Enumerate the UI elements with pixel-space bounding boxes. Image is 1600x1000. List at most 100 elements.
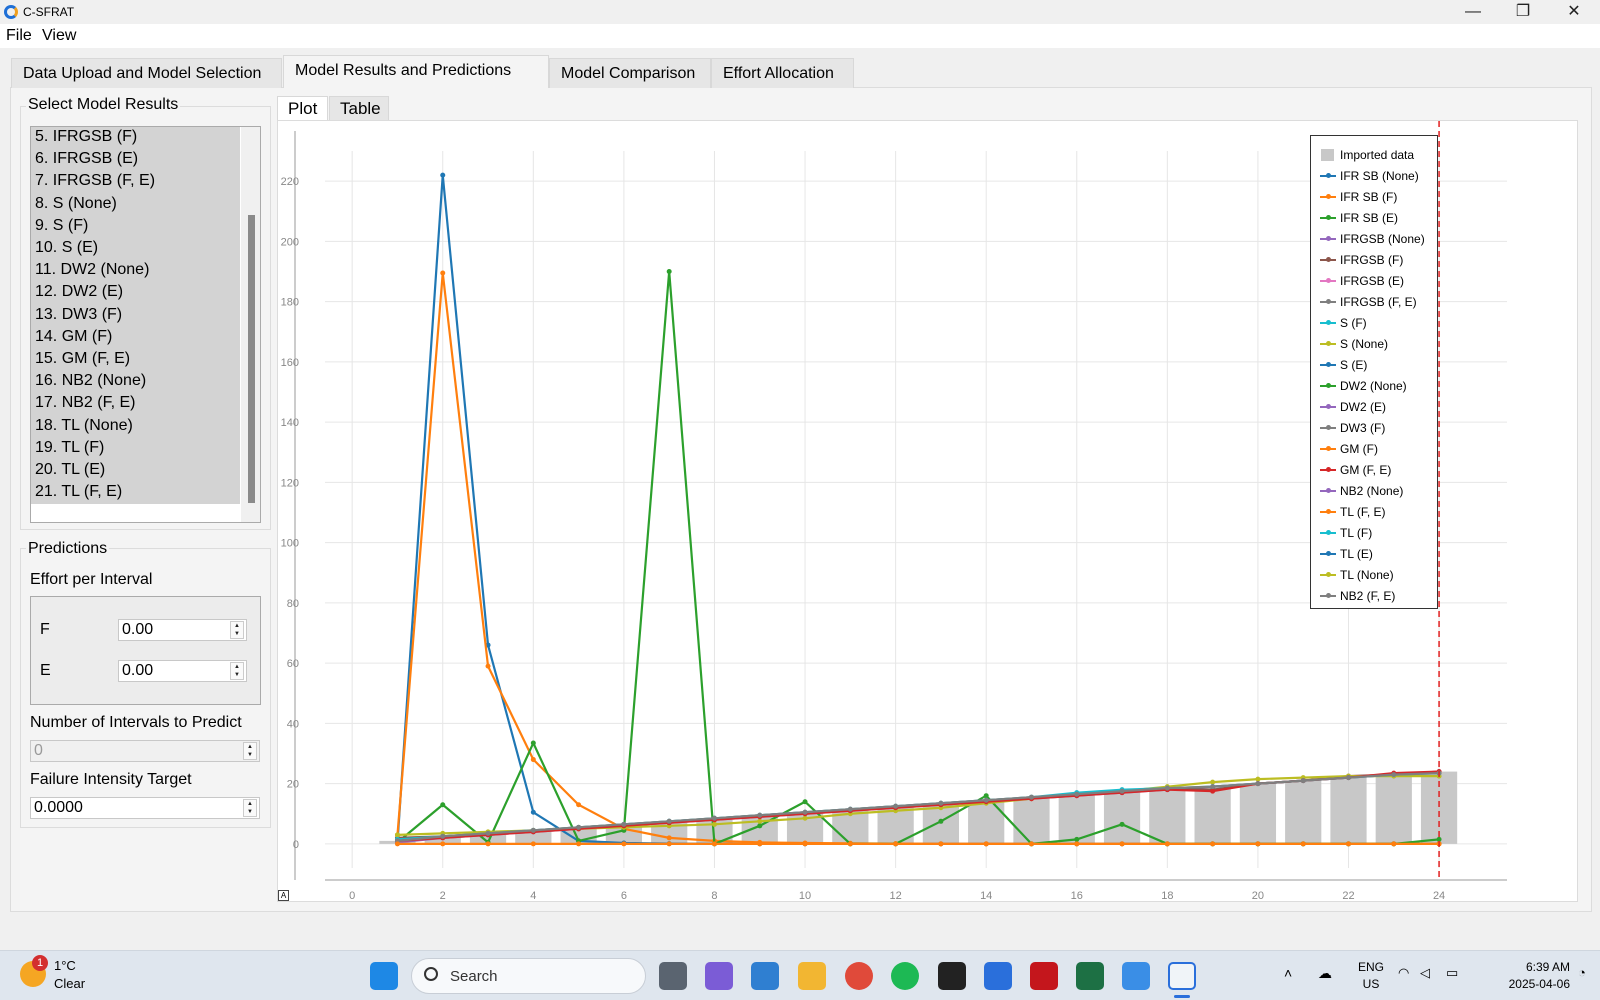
y-tick-label: 180 (281, 297, 299, 309)
file-explorer-icon[interactable] (798, 962, 826, 990)
menu-file[interactable]: File (6, 27, 32, 44)
model-list-item[interactable]: 6. IFRGSB (E) (35, 150, 139, 168)
series-point (1210, 779, 1216, 785)
model-list-item[interactable]: 13. DW3 (F) (35, 305, 123, 323)
model-list-item[interactable]: 7. IFRGSB (F, E) (35, 172, 156, 190)
tab-table[interactable]: Table (329, 96, 389, 120)
onedrive-icon[interactable]: ☁ (1318, 965, 1332, 981)
e-spin-arrows[interactable]: ▲ ▼ (230, 662, 244, 680)
scrollbar-thumb[interactable] (248, 215, 255, 503)
language-top[interactable]: ENG (1357, 960, 1384, 974)
legend-marker (1326, 572, 1331, 577)
chrome-icon[interactable] (845, 962, 873, 990)
tab-model-results[interactable]: Model Results and Predictions (283, 55, 549, 88)
task-view-icon[interactable] (659, 962, 687, 990)
auto-range-button[interactable]: A (278, 890, 289, 901)
model-list-scrollbar[interactable] (241, 127, 260, 522)
model-list[interactable]: 5. IFRGSB (F) 6. IFRGSB (E) 7. IFRGSB (F, … (30, 126, 261, 523)
series-point (938, 841, 944, 847)
f-spin-arrows[interactable]: ▲ ▼ (230, 621, 244, 639)
close-button[interactable]: ✕ (1567, 3, 1581, 20)
f-spinbox[interactable]: 0.00 ▲ ▼ (118, 619, 247, 641)
legend-marker (1326, 446, 1331, 451)
paint-icon[interactable] (1122, 962, 1150, 990)
series-point (938, 818, 944, 824)
model-list-item[interactable]: 5. IFRGSB (F) (35, 128, 138, 145)
y-tick-label: 120 (281, 477, 299, 489)
intervals-spinbox[interactable]: 0 ▲ ▼ (30, 740, 260, 762)
acrobat-icon[interactable] (1030, 962, 1058, 990)
notion-icon[interactable] (938, 962, 966, 990)
model-list-item[interactable]: 18. TL (None) (35, 416, 133, 434)
imported-data-bar (560, 828, 597, 844)
model-list-item[interactable]: 20. TL (E) (35, 461, 106, 478)
minimize-button[interactable]: — (1465, 3, 1481, 20)
intensity-spin-arrows[interactable]: ▲ ▼ (243, 799, 257, 817)
tab-effort-allocation[interactable]: Effort Allocation (711, 58, 854, 88)
series-point (757, 823, 763, 829)
plot-area[interactable]: 0 2 4 6 8 10 12 14 16 18 20 22 24 0 20 40 60 80 100 120 140 1… (277, 120, 1578, 902)
model-list-item[interactable]: 9. S (F) (35, 216, 89, 234)
series-line (397, 772, 1440, 842)
legend-label: IFRGSB (F) (1340, 253, 1404, 267)
clock-time[interactable]: 6:39 AM (1525, 960, 1570, 974)
legend-label: TL (E) (1340, 547, 1373, 561)
effort-box: F 0.00 ▲ ▼ E 0.00 ▲ ▼ (30, 596, 261, 705)
model-list-item[interactable]: 17. NB2 (F, E) (35, 394, 136, 412)
wifi-icon[interactable]: ◠ (1398, 965, 1410, 980)
series-point (1436, 836, 1442, 842)
model-list-items: 5. IFRGSB (F) 6. IFRGSB (E) 7. IFRGSB (F, … (31, 127, 240, 504)
legend-marker (1326, 383, 1331, 388)
series-point (530, 740, 536, 746)
series-line (396, 272, 1440, 845)
battery-icon[interactable]: ▭ (1446, 965, 1459, 980)
x-tick-label: 16 (1071, 890, 1083, 901)
taskbar-search[interactable]: Search (411, 958, 646, 994)
language-bottom[interactable]: US (1362, 977, 1380, 991)
restore-button[interactable]: ❐ (1515, 3, 1531, 20)
legend-label: NB2 (F, E) (1340, 589, 1396, 603)
tab-model-comparison[interactable]: Model Comparison (549, 58, 711, 88)
menu-view[interactable]: View (42, 27, 77, 44)
intensity-spinbox[interactable]: 0.0000 ▲ ▼ (30, 797, 260, 819)
model-list-item[interactable]: 16. NB2 (None) (35, 372, 147, 390)
store-icon[interactable] (751, 962, 779, 990)
spotify-icon[interactable] (891, 962, 919, 990)
model-list-item[interactable]: 12. DW2 (E) (35, 283, 124, 301)
series-point (530, 841, 536, 847)
series-point (847, 806, 853, 812)
windows-start-icon[interactable] (370, 962, 398, 990)
weather-condition[interactable]: Clear (54, 976, 86, 991)
model-list-item[interactable]: 8. S (None) (35, 194, 117, 212)
model-list-item[interactable]: 21. TL (F, E) (35, 483, 123, 501)
e-spinbox[interactable]: 0.00 ▲ ▼ (118, 660, 247, 682)
model-list-item[interactable]: 10. S (E) (35, 239, 99, 256)
model-list-item[interactable]: 19. TL (F) (35, 438, 105, 456)
legend-label: IFR SB (F) (1340, 190, 1398, 204)
intervals-spin-arrows[interactable]: ▲ ▼ (243, 742, 257, 760)
legend-label: S (E) (1340, 358, 1368, 372)
series-point (847, 841, 853, 847)
x-tick-label: 12 (889, 890, 901, 901)
tray-overflow-icon[interactable]: ˄ (1284, 965, 1293, 981)
model-list-item[interactable]: 15. GM (F, E) (35, 350, 131, 367)
series-point (1345, 775, 1351, 781)
series-point (394, 841, 400, 847)
copilot-icon[interactable] (705, 962, 733, 990)
excel-icon[interactable] (1076, 962, 1104, 990)
x-tick-label: 4 (530, 890, 536, 901)
clock-date[interactable]: 2025-04-06 (1508, 977, 1570, 991)
chart-legend: Imported data IFR SB (None) IFR SB (F) IFR … (1310, 135, 1438, 609)
todo-icon[interactable] (984, 962, 1012, 990)
model-list-item[interactable]: 14. GM (F) (35, 327, 113, 345)
model-list-item[interactable]: 11. DW2 (None) (35, 261, 150, 279)
notification-icon[interactable]: ◔ (1578, 965, 1586, 980)
tab-data-upload[interactable]: Data Upload and Model Selection (11, 58, 282, 88)
failure-chart: 0 2 4 6 8 10 12 14 16 18 20 22 240204060801001201401… (281, 121, 1507, 901)
weather-temp[interactable]: 1°C (54, 958, 76, 973)
legend-label: DW3 (F) (1340, 421, 1386, 435)
volume-icon[interactable]: ◁ (1420, 965, 1430, 980)
series-point (1119, 841, 1125, 847)
tab-plot[interactable]: Plot (277, 96, 328, 120)
c-sfrat-taskbar-icon[interactable] (1168, 962, 1196, 990)
